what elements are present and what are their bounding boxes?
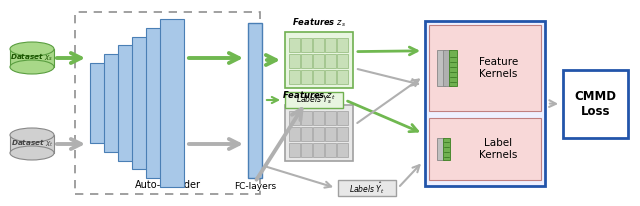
Bar — [443, 50, 451, 86]
Bar — [90, 63, 114, 143]
Bar — [337, 70, 348, 84]
Bar — [146, 28, 170, 178]
Bar — [132, 37, 156, 169]
Bar — [325, 38, 336, 52]
Bar — [425, 21, 545, 186]
Bar — [289, 38, 300, 52]
Bar — [325, 127, 336, 141]
Bar — [313, 54, 324, 68]
Bar — [289, 54, 300, 68]
Bar — [285, 32, 353, 88]
Ellipse shape — [10, 128, 54, 142]
Bar — [325, 70, 336, 84]
Bar — [160, 19, 184, 187]
Bar — [337, 38, 348, 52]
Bar — [325, 54, 336, 68]
Bar — [301, 38, 312, 52]
Bar — [301, 127, 312, 141]
Ellipse shape — [10, 146, 54, 160]
Bar — [301, 70, 312, 84]
Bar — [285, 105, 353, 161]
Bar — [437, 50, 445, 86]
Bar — [337, 143, 348, 157]
Bar — [337, 54, 348, 68]
Ellipse shape — [10, 42, 54, 56]
Bar — [429, 25, 541, 111]
Bar — [248, 23, 262, 178]
Text: Feature
Kernels: Feature Kernels — [479, 57, 518, 79]
Bar — [301, 143, 312, 157]
Text: Label
Kernels: Label Kernels — [479, 138, 518, 160]
Bar — [449, 50, 457, 86]
Bar — [289, 70, 300, 84]
Text: Dataset $\chi_t$: Dataset $\chi_t$ — [10, 137, 54, 149]
Bar — [118, 45, 142, 161]
Bar — [104, 54, 128, 152]
Ellipse shape — [10, 60, 54, 74]
Bar — [289, 143, 300, 157]
Bar — [338, 180, 396, 196]
Bar — [313, 38, 324, 52]
Bar — [10, 135, 54, 153]
Bar — [313, 143, 324, 157]
Bar — [10, 49, 54, 67]
Bar — [325, 143, 336, 157]
Text: Labels $Y_s$: Labels $Y_s$ — [296, 94, 332, 106]
Bar — [301, 54, 312, 68]
Bar — [75, 12, 260, 194]
Text: Labels $\hat{Y}_t$: Labels $\hat{Y}_t$ — [349, 180, 385, 196]
Text: FC-layers: FC-layers — [234, 182, 276, 191]
Bar — [563, 70, 628, 138]
Bar — [289, 111, 300, 125]
Bar — [289, 127, 300, 141]
Text: CMMD
Loss: CMMD Loss — [575, 90, 616, 118]
Text: Dataset $\chi_s$: Dataset $\chi_s$ — [10, 52, 54, 63]
Bar — [301, 111, 312, 125]
Bar — [313, 70, 324, 84]
Text: Auto-Encoder: Auto-Encoder — [134, 180, 200, 190]
Text: Features $z_t$: Features $z_t$ — [282, 89, 336, 102]
Bar — [437, 138, 444, 160]
Bar — [443, 138, 450, 160]
Bar — [313, 111, 324, 125]
Bar — [313, 127, 324, 141]
Bar — [325, 111, 336, 125]
Bar — [429, 118, 541, 180]
Bar — [337, 111, 348, 125]
Bar — [337, 127, 348, 141]
Bar — [285, 92, 343, 108]
Text: Features $z_s$: Features $z_s$ — [292, 16, 346, 29]
